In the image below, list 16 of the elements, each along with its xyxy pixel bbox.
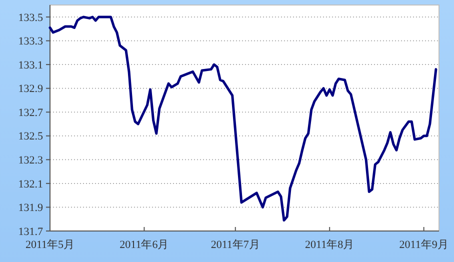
y-tick-label: 132.1 (18, 178, 43, 190)
y-tick-label: 133.3 (18, 36, 44, 48)
x-tick-label: 2011年6月 (120, 239, 169, 251)
y-tick-label: 133.5 (18, 12, 44, 24)
x-tick-label: 2011年9月 (399, 239, 448, 251)
y-tick-label: 131.7 (18, 226, 44, 238)
y-tick-label: 133.1 (18, 59, 43, 72)
x-tick-label: 2011年7月 (210, 239, 260, 251)
x-tick-label: 2011年8月 (305, 239, 354, 251)
y-tick-label: 132.5 (18, 130, 44, 143)
y-tick-label: 131.9 (18, 202, 44, 214)
y-tick-label: 132.7 (18, 106, 44, 119)
y-tick-label: 132.3 (18, 154, 44, 167)
line-series (48, 16, 438, 222)
y-tick-label: 132.9 (18, 83, 44, 96)
x-tick-label: 2011年5月 (25, 239, 75, 251)
